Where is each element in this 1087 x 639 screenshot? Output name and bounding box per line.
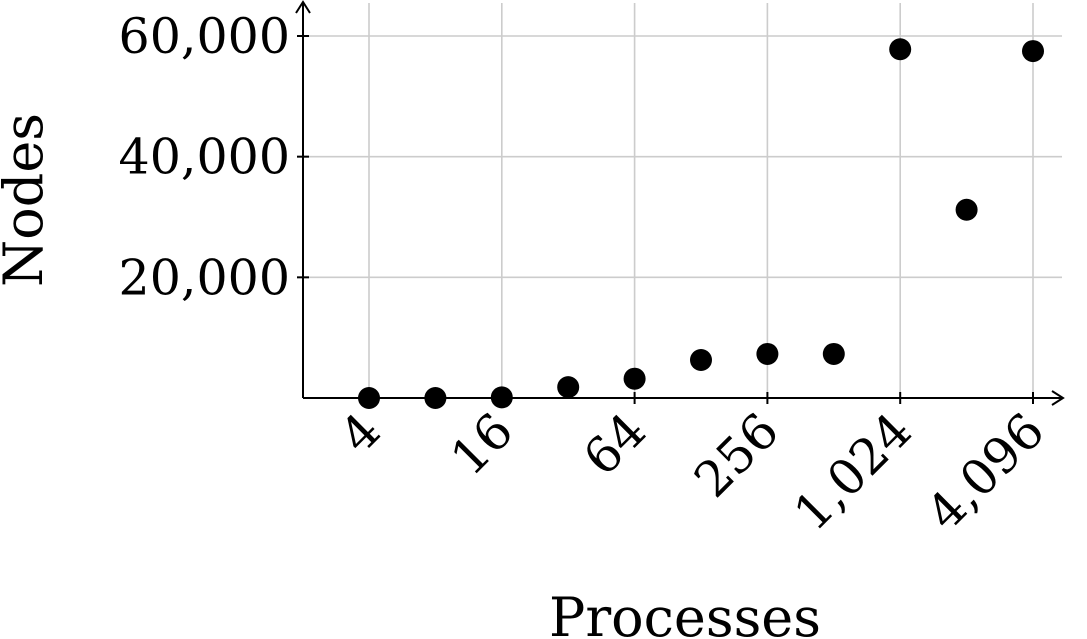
- x-axis-title: Processes: [549, 586, 821, 639]
- x-tick-label: 256: [683, 402, 789, 508]
- y-tick-label: 20,000: [119, 249, 290, 306]
- data-point: [889, 38, 912, 61]
- data-point: [490, 386, 513, 409]
- y-axis-title: Nodes: [0, 113, 55, 287]
- data-point: [822, 342, 845, 365]
- axes: [295, 0, 1065, 406]
- data-point: [955, 198, 978, 221]
- x-tick-label: 4,096: [916, 402, 1055, 541]
- grid: [303, 3, 1062, 398]
- y-tick-label: 60,000: [119, 8, 290, 65]
- data-point: [690, 348, 712, 371]
- data-point: [756, 342, 779, 365]
- data-point: [557, 376, 580, 399]
- data-point: [623, 367, 646, 390]
- x-tick-label: 1,024: [783, 402, 922, 541]
- data-point: [424, 387, 447, 409]
- data-point: [358, 387, 380, 409]
- ticks: [297, 35, 1034, 404]
- x-tick-label: 64: [573, 402, 657, 486]
- x-tick-label: 16: [440, 402, 524, 486]
- y-axis-arrowhead: [295, 0, 311, 14]
- x-tick-label: 4: [329, 402, 391, 464]
- data-point: [1022, 40, 1044, 63]
- x-axis-arrowhead: [1051, 390, 1065, 406]
- y-tick-label: 40,000: [119, 129, 290, 186]
- data-points: [358, 38, 1044, 409]
